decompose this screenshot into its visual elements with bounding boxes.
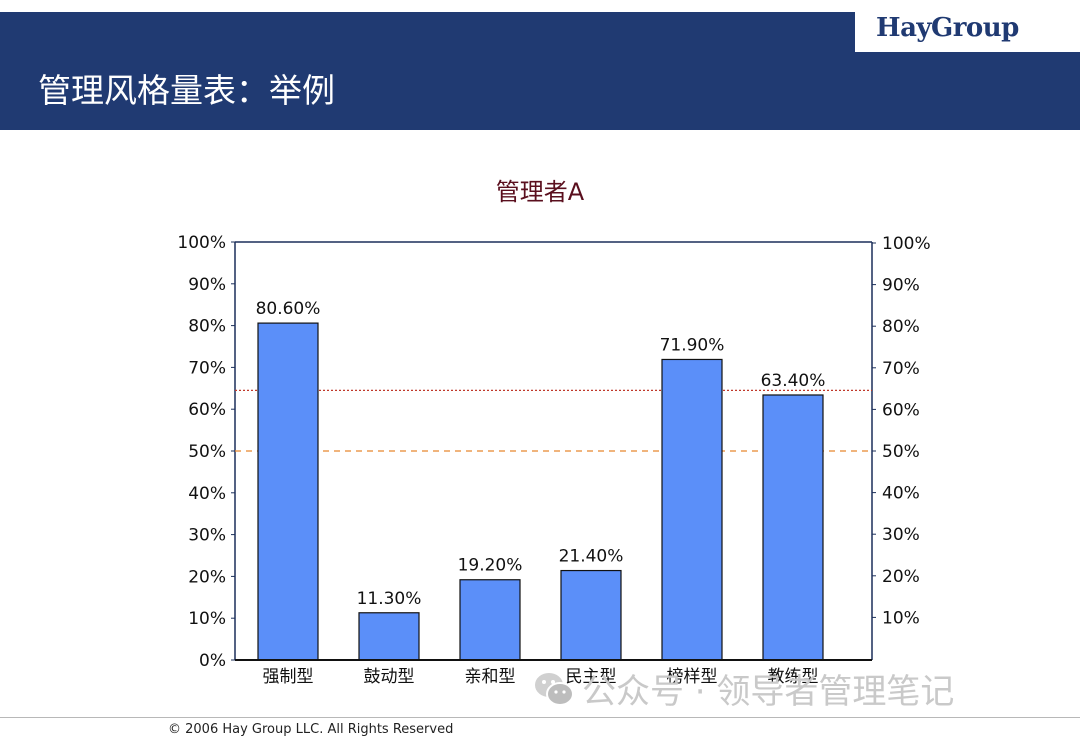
chart-title: 管理者A: [495, 178, 585, 206]
right-tick-label: 60%: [882, 400, 920, 420]
logo-box: [855, 12, 1080, 52]
top-strip: [0, 0, 1080, 12]
right-tick-label: 40%: [882, 484, 920, 504]
left-tick-label: 50%: [188, 442, 226, 462]
x-category-label: 鼓动型: [364, 667, 415, 687]
right-tick-label: 100%: [882, 234, 931, 254]
watermark-text: 公众号 · 领导者管理笔记: [582, 672, 955, 712]
bar-4: [560, 569, 622, 661]
bar-6: [762, 394, 824, 661]
left-tick-label: 100%: [177, 233, 226, 253]
bar-5: [661, 358, 723, 661]
bar-chart: 0% 10% 20% 30% 40% 50% 60% 70% 80% 90% 100% 10% 20% 3…: [177, 233, 931, 687]
wechat-icon: [535, 672, 574, 706]
x-category-label: 榜样型: [667, 667, 718, 687]
footer-divider: [0, 717, 1080, 718]
left-tick-label: 90%: [188, 275, 226, 295]
right-tick-label: 70%: [882, 359, 920, 379]
bar-data-label: 19.20%: [458, 556, 523, 576]
left-tick-label: 40%: [188, 484, 226, 504]
bar-data-label: 21.40%: [559, 547, 624, 567]
footer-copyright: © 2006 Hay Group LLC. All Rights Reserve…: [168, 722, 454, 737]
left-tick-label: 70%: [188, 358, 226, 378]
bar-data-label: 71.90%: [660, 335, 725, 355]
left-tick-label: 10%: [188, 609, 226, 629]
right-tick-label: 20%: [882, 567, 920, 587]
x-category-label: 亲和型: [465, 667, 516, 687]
bar-3: [459, 579, 521, 661]
haygroup-logo: HayGroup: [876, 13, 1019, 43]
right-tick-label: 30%: [882, 525, 920, 545]
right-tick-label: 10%: [882, 608, 920, 628]
left-tick-label: 80%: [188, 317, 226, 337]
right-tick-label: 90%: [882, 276, 920, 296]
x-category-label: 教练型: [768, 667, 819, 687]
bar-1: [257, 322, 319, 661]
bar-data-label: 63.40%: [761, 371, 826, 391]
left-tick-label: 0%: [199, 651, 226, 671]
bar-data-label: 80.60%: [256, 299, 321, 319]
left-tick-label: 60%: [188, 400, 226, 420]
right-tick-label: 80%: [882, 317, 920, 337]
bar-data-label: 11.30%: [357, 589, 422, 609]
left-tick-label: 30%: [188, 526, 226, 546]
x-category-label: 强制型: [263, 667, 314, 687]
page-title: 管理风格量表：举例: [38, 71, 335, 110]
bar-2: [358, 612, 420, 661]
watermark: 公众号 · 领导者管理笔记: [532, 664, 954, 713]
x-category-label: 民主型: [566, 667, 617, 687]
right-tick-label: 50%: [882, 442, 920, 462]
left-tick-label: 20%: [188, 567, 226, 587]
